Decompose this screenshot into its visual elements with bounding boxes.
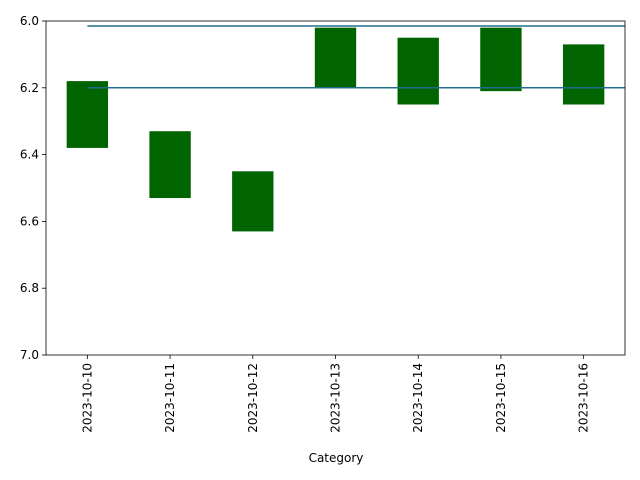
- x-tick-label: 2023-10-12: [246, 363, 260, 433]
- bar: [232, 171, 274, 232]
- bar: [397, 37, 439, 105]
- x-tick-label: 2023-10-10: [80, 363, 94, 433]
- x-tick-label: 2023-10-14: [411, 363, 425, 433]
- bar: [562, 44, 605, 105]
- bar: [66, 81, 109, 148]
- x-tick-label: 2023-10-11: [163, 363, 177, 433]
- y-tick-label: 6.0: [20, 14, 39, 28]
- x-axis-label: Category: [309, 451, 364, 465]
- plot-frame: [45, 20, 626, 356]
- y-tick-label: 6.8: [20, 281, 39, 295]
- x-tick-label: 2023-10-15: [494, 363, 508, 433]
- y-tick-label: 6.4: [20, 148, 39, 162]
- bar: [480, 27, 522, 92]
- x-tick-label: 2023-10-16: [577, 363, 591, 433]
- x-tick-label: 2023-10-13: [329, 363, 343, 433]
- y-tick-label: 7.0: [20, 348, 39, 362]
- bar: [314, 27, 357, 88]
- y-tick-label: 6.6: [20, 214, 39, 228]
- bar: [149, 131, 191, 199]
- y-tick-label: 6.2: [20, 81, 39, 95]
